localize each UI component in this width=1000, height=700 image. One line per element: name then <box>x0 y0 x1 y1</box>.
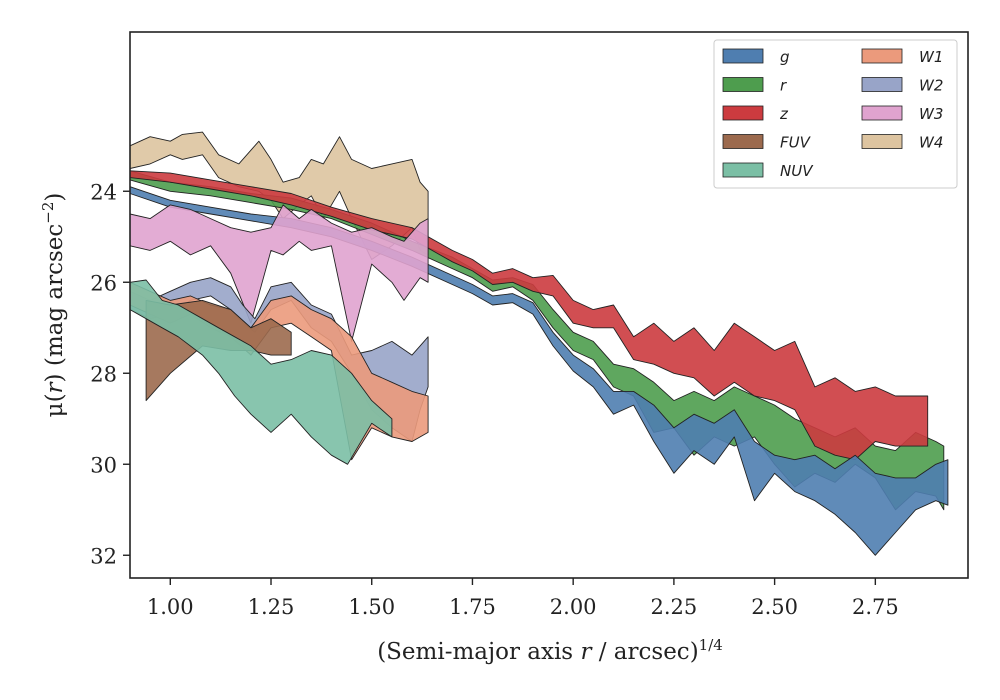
y-tick-label: 24 <box>90 180 117 204</box>
y-tick-label: 28 <box>90 362 117 386</box>
legend-swatch-w2 <box>861 77 903 92</box>
x-tick-label: 2.75 <box>852 595 899 619</box>
x-tick-label: 1.50 <box>348 595 395 619</box>
legend-label-r: r <box>780 77 787 95</box>
legend-frame <box>713 39 958 189</box>
x-axis-label: (Semi-major axis r / arcsec)1/4 <box>377 636 723 665</box>
x-axis: 1.00 1.25 1.50 1.75 2.00 2.25 2.50 2.75 <box>147 578 899 619</box>
x-tick-label: 1.25 <box>248 595 295 619</box>
x-tick-label: 2.25 <box>651 595 698 619</box>
series-layer <box>129 131 949 556</box>
y-axis: 24 26 28 30 32 <box>90 180 130 568</box>
legend-label-fuv: FUV <box>780 134 812 152</box>
legend-swatch-g <box>722 48 764 64</box>
series-band-w3 <box>129 204 429 342</box>
legend-swatch-nuv <box>722 162 764 178</box>
legend-label-z: z <box>779 105 789 123</box>
legend-swatch-z <box>722 105 764 121</box>
legend-label-w4: W4 <box>919 134 943 152</box>
legend-label-nuv: NUV <box>780 162 814 180</box>
legend-label-w2: W2 <box>919 77 943 95</box>
legend-label-w1: W1 <box>919 48 943 66</box>
x-tick-label: 1.75 <box>449 595 496 619</box>
y-tick-label: 26 <box>90 271 117 295</box>
y-axis-label: μ(r) (mag arcsec−2) <box>39 193 68 418</box>
legend-swatch-w1 <box>861 48 903 64</box>
y-tick-label: 32 <box>90 544 117 568</box>
legend-swatch-w3 <box>861 105 903 121</box>
series-band-nuv <box>129 279 393 465</box>
x-tick-label: 1.00 <box>147 595 194 619</box>
legend-swatch-fuv <box>722 134 764 149</box>
plot-frame <box>129 31 969 579</box>
legend-items: grz FUV NUV W1 W2 W3 W4 <box>722 48 943 180</box>
legend-swatch-r <box>722 77 764 92</box>
legend-label-g: g <box>780 48 790 66</box>
y-tick-label: 30 <box>90 453 117 477</box>
x-tick-label: 2.00 <box>550 595 597 619</box>
legend: grz FUV NUV W1 W2 W3 W4 <box>713 39 958 189</box>
x-tick-label: 2.50 <box>751 595 798 619</box>
series-band-g <box>129 186 949 556</box>
legend-swatch-w4 <box>861 134 903 149</box>
legend-label-w3: W3 <box>919 105 943 123</box>
series-band-z <box>129 170 929 461</box>
